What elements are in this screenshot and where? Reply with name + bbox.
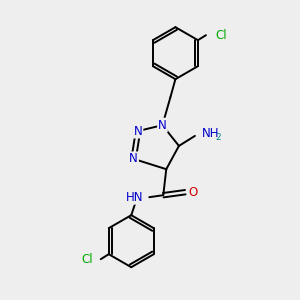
Text: O: O xyxy=(189,186,198,199)
Text: N: N xyxy=(158,119,167,132)
Text: N: N xyxy=(134,124,142,137)
Text: Cl: Cl xyxy=(81,253,93,266)
Text: Cl: Cl xyxy=(215,29,226,42)
Text: N: N xyxy=(129,152,138,165)
Text: HN: HN xyxy=(126,191,143,204)
Text: NH: NH xyxy=(202,128,219,140)
Text: 2: 2 xyxy=(215,134,220,142)
